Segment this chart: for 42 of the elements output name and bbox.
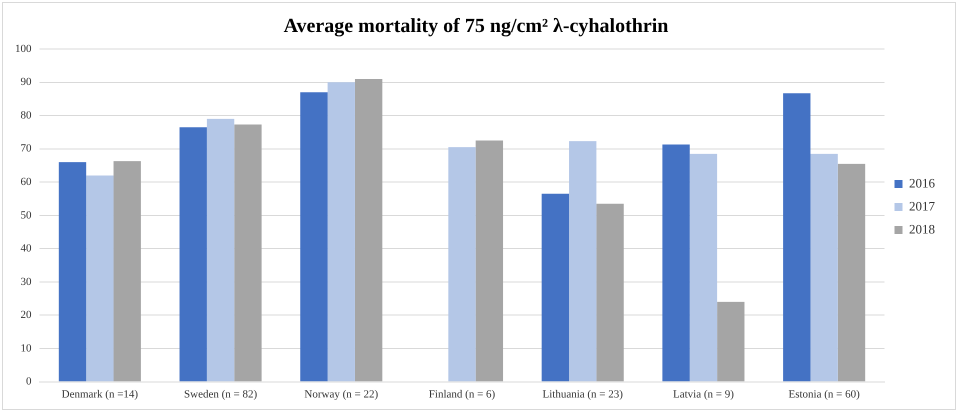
y-tick-label: 30 [20,276,32,288]
bar [234,124,262,382]
x-tick-label: Lithuania (n = 23) [542,388,624,400]
y-tick-label: 100 [15,42,32,55]
x-tick-label: Denmark (n =14) [62,388,138,400]
bar [114,161,141,382]
legend-label: 2018 [909,221,935,236]
y-tick-label: 80 [20,109,32,122]
bar [448,147,476,382]
bar [810,154,838,382]
bar [569,141,596,382]
y-tick-label: 0 [26,376,32,388]
bar [300,92,328,382]
bar [58,162,86,382]
x-tick-label: Finland (n = 6) [428,388,496,400]
bar [542,194,570,382]
bar [838,164,866,382]
x-tick-label: Estonia (n = 60) [788,388,860,400]
y-tick-label: 90 [20,76,32,88]
x-tick-label: Latvia (n = 9) [672,388,734,400]
y-tick-label: 50 [20,209,32,222]
bar [690,154,718,382]
y-tick-label: 10 [20,342,32,354]
bar [86,175,114,382]
y-tick-label: 20 [20,309,32,322]
legend-label: 2016 [909,175,936,190]
bar [596,204,624,382]
bar [206,118,234,382]
bar [354,78,382,382]
bar [662,144,690,382]
legend-label: 2017 [909,198,936,214]
y-tick-label: 70 [20,142,32,155]
y-tick-label: 60 [20,176,32,188]
bar [717,302,744,382]
bar [328,82,355,382]
x-tick-label: Norway (n = 22) [304,388,378,400]
bar [180,127,207,382]
chart-title: Average mortality of 75 ng/cm² λ-cyhalothrin [284,15,668,38]
x-tick-label: Sweden (n = 82) [184,388,258,400]
y-tick-label: 40 [20,242,32,255]
bar [476,140,504,382]
bar [783,93,810,382]
